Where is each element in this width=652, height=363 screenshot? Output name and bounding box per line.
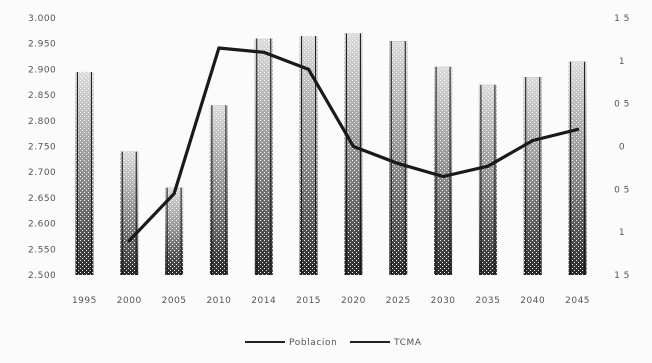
y-right-tick-label: 0 5 bbox=[614, 185, 630, 195]
y-right-tick-label: 0 bbox=[619, 143, 625, 153]
x-tick-label: 2010 bbox=[206, 296, 231, 306]
bar-2014 bbox=[254, 38, 273, 276]
legend-label-poblacion: Poblacion bbox=[289, 338, 337, 348]
y-left-tick-label: 2.950 bbox=[28, 40, 56, 50]
y-left-tick-label: 2.550 bbox=[28, 245, 56, 255]
y-left-tick-label: 2.650 bbox=[28, 194, 56, 204]
tcma-point-2045 bbox=[576, 127, 580, 131]
y-left-tick-label: 3.000 bbox=[28, 14, 56, 24]
bar-2020 bbox=[344, 33, 363, 275]
y-left-tick-label: 2.850 bbox=[28, 91, 56, 101]
legend-label-tcma: TCMA bbox=[393, 338, 422, 348]
bar-2005 bbox=[165, 187, 184, 275]
y-right-tick-label: 1 bbox=[619, 57, 625, 67]
x-tick-label: 2040 bbox=[520, 296, 545, 306]
bar-2030 bbox=[434, 66, 453, 275]
y-right-tick-label: 1 5 bbox=[614, 271, 630, 281]
tcma-point-2030 bbox=[441, 174, 445, 178]
tcma-point-2014 bbox=[262, 50, 266, 54]
bar-2025 bbox=[389, 41, 408, 275]
tcma-point-2025 bbox=[396, 162, 400, 166]
bar-fade bbox=[120, 151, 139, 275]
y-right-tick-label: 0 5 bbox=[614, 100, 630, 110]
y-left-tick-label: 2.700 bbox=[28, 168, 56, 178]
tcma-point-2035 bbox=[486, 164, 490, 168]
tcma-point-2010 bbox=[217, 46, 221, 50]
x-tick-label: 2045 bbox=[565, 296, 590, 306]
y-right-tick-label: 1 5 bbox=[614, 14, 630, 24]
bar-fade bbox=[389, 41, 408, 275]
tcma-point-2005 bbox=[172, 192, 176, 196]
tcma-point-2015 bbox=[307, 67, 311, 71]
x-tick-label: 2035 bbox=[475, 296, 500, 306]
x-tick-label: 1995 bbox=[72, 296, 97, 306]
x-tick-label: 2025 bbox=[386, 296, 411, 306]
x-axis: 1995 2000 2005 2010 2014 2015 2020 2025 2030 2035… bbox=[72, 296, 590, 306]
x-tick-label: 2005 bbox=[162, 296, 187, 306]
y-axis-right: 1 510 500 511 5 bbox=[614, 14, 630, 281]
tcma-point-2020 bbox=[351, 145, 355, 148]
y-left-tick-label: 2.600 bbox=[28, 220, 56, 230]
bar-2040 bbox=[523, 77, 542, 275]
bar-fade bbox=[299, 35, 318, 275]
bar-fade bbox=[75, 71, 94, 275]
y-left-tick-label: 2.500 bbox=[28, 271, 56, 281]
y-left-tick-label: 2.900 bbox=[28, 65, 56, 75]
tcma-point-2000 bbox=[127, 239, 131, 243]
bar-fade bbox=[434, 66, 453, 275]
bars-layer bbox=[75, 33, 587, 276]
bar-fade bbox=[165, 187, 184, 275]
bar-2010 bbox=[209, 105, 228, 275]
tcma-point-2040 bbox=[531, 139, 535, 143]
y-left-tick-label: 2.800 bbox=[28, 117, 56, 127]
bar-2015 bbox=[299, 35, 318, 275]
bar-fade bbox=[344, 33, 363, 275]
x-tick-label: 2015 bbox=[296, 296, 321, 306]
bar-fade bbox=[478, 84, 497, 275]
x-tick-label: 2014 bbox=[251, 296, 276, 306]
bar-fade bbox=[568, 61, 587, 275]
y-left-tick-label: 2.750 bbox=[28, 143, 56, 153]
x-tick-label: 2000 bbox=[117, 296, 142, 306]
bar-fade bbox=[523, 77, 542, 275]
bar-2035 bbox=[478, 84, 497, 275]
bar-fade bbox=[254, 38, 273, 276]
x-tick-label: 2030 bbox=[431, 296, 456, 306]
legend: Poblacion TCMA bbox=[245, 338, 422, 348]
y-axis-left: 3.000 2.950 2.900 2.850 2.800 2.750 2.700 2.650… bbox=[28, 14, 56, 281]
bar-fade bbox=[209, 105, 228, 275]
y-right-tick-label: 1 bbox=[619, 228, 625, 238]
x-tick-label: 2020 bbox=[341, 296, 366, 306]
tcma-line-layer bbox=[127, 46, 580, 243]
bar-1995 bbox=[75, 71, 94, 275]
bar-2045 bbox=[568, 61, 587, 275]
bar-2000 bbox=[120, 151, 139, 275]
